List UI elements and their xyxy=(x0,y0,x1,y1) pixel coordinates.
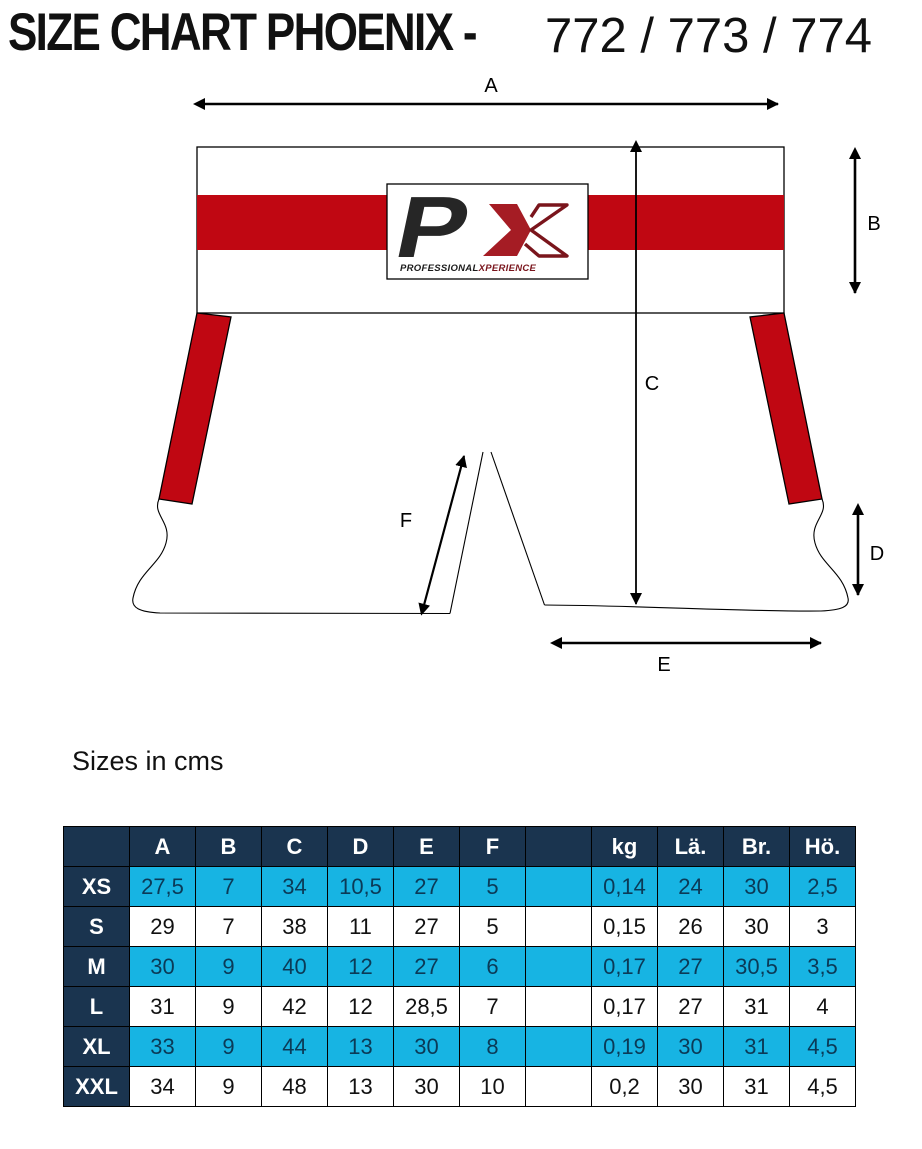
svg-text:D: D xyxy=(870,543,884,565)
svg-text:E: E xyxy=(657,654,670,676)
svg-text:PROFESSIONALXPERIENCE: PROFESSIONALXPERIENCE xyxy=(400,263,537,274)
svg-text:A: A xyxy=(484,75,498,97)
svg-text:B: B xyxy=(867,213,880,235)
svg-text:C: C xyxy=(645,373,659,395)
svg-text:F: F xyxy=(400,510,412,532)
